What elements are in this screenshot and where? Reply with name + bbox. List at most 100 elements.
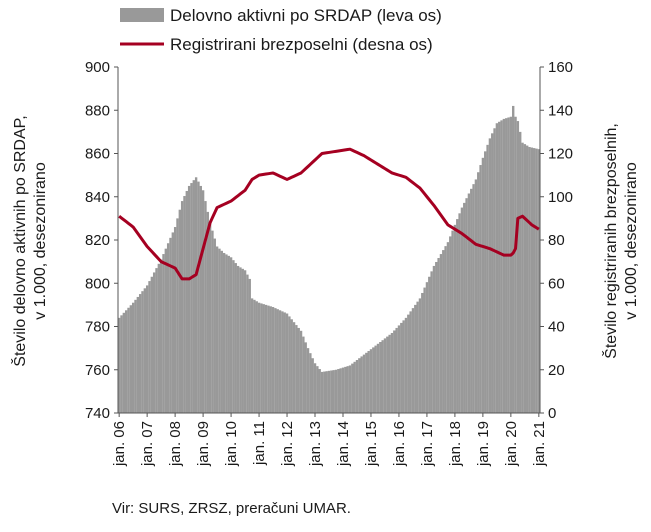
employed-bar: [381, 340, 384, 413]
employed-bar: [453, 224, 457, 413]
employed-bar: [458, 213, 461, 413]
y-tick-label-right: 140: [548, 102, 573, 119]
employed-bar: [211, 230, 214, 413]
employed-bar: [171, 232, 174, 413]
employed-bar: [435, 261, 438, 413]
employed-bar: [395, 327, 398, 413]
employed-bar: [400, 322, 403, 413]
employed-bar: [432, 265, 436, 413]
employed-bar: [281, 311, 284, 413]
employed-bar: [176, 218, 179, 414]
x-tick-label: jan. 07: [139, 421, 156, 467]
employed-bar: [351, 363, 354, 413]
employed-bar: [514, 116, 517, 414]
employed-bar: [463, 202, 466, 413]
employed-bar: [337, 369, 340, 413]
employed-bar: [274, 308, 277, 413]
employed-bar: [390, 332, 394, 413]
employed-bar: [376, 343, 380, 413]
employed-bar: [348, 365, 352, 413]
employed-bar: [316, 366, 319, 413]
employed-bar: [397, 325, 401, 413]
employed-bar: [169, 237, 172, 413]
employed-bar: [313, 363, 317, 413]
employed-bar: [465, 198, 468, 413]
employed-bar: [253, 299, 256, 413]
employed-bar: [243, 270, 247, 413]
y-tick-label-left: 760: [85, 362, 110, 379]
employed-bar: [246, 274, 249, 413]
employed-bar: [416, 301, 419, 413]
employed-bar: [292, 322, 296, 413]
employed-bar: [141, 291, 144, 413]
employed-bar: [379, 342, 382, 413]
employed-bar: [129, 305, 133, 413]
employed-bar: [288, 316, 291, 413]
employed-bar: [208, 222, 212, 413]
employed-bar: [484, 151, 487, 413]
employed-bar: [505, 118, 508, 414]
employed-bar: [320, 371, 324, 413]
employed-bar: [232, 260, 235, 413]
employed-bar: [481, 157, 485, 413]
employed-bar: [528, 147, 531, 413]
employed-bar: [134, 299, 137, 413]
employed-bar: [383, 338, 387, 413]
x-tick-label: jan. 19: [475, 421, 492, 467]
x-tick-label: jan. 18: [447, 421, 464, 467]
employed-bar: [430, 271, 433, 413]
employed-bar: [341, 367, 345, 413]
employed-bar: [449, 236, 452, 413]
employed-bar: [374, 345, 377, 413]
legend-swatch-employed: [120, 8, 164, 22]
employed-bar: [201, 190, 205, 413]
employed-bar: [498, 121, 501, 413]
employed-bar: [439, 254, 443, 413]
employed-bar: [218, 248, 221, 413]
x-tick-label: jan. 16: [391, 421, 408, 467]
employed-bar: [372, 347, 375, 413]
employed-bar: [537, 149, 541, 413]
employed-bar: [236, 265, 240, 413]
x-tick-label: jan. 12: [279, 421, 296, 467]
employed-bar: [325, 371, 328, 413]
y-axis-right-title-line2: v 1.000, desezonirano: [623, 162, 640, 320]
employed-bar: [500, 120, 503, 413]
employed-bar: [311, 358, 314, 413]
employed-bar: [180, 201, 184, 413]
employed-bar: [124, 310, 128, 413]
y-tick-label-left: 740: [85, 405, 110, 422]
employed-bar: [365, 352, 368, 413]
employed-bar: [269, 306, 272, 413]
employed-bar: [283, 312, 286, 413]
employed-bar: [334, 369, 338, 413]
employed-bar: [414, 304, 417, 414]
y-axis-left-title-line2: v 1.000, desezonirano: [32, 162, 49, 320]
employed-bar: [346, 366, 349, 413]
unemployed-line-layer: [118, 147, 540, 281]
employed-bar: [143, 288, 147, 413]
y-tick-label-left: 800: [85, 275, 110, 292]
employed-bar: [428, 276, 431, 413]
employed-bar: [451, 230, 454, 413]
y-tick-label-right: 100: [548, 189, 573, 206]
employed-bar: [519, 131, 522, 414]
employed-bar: [204, 201, 207, 413]
y-tick-label-left: 860: [85, 146, 110, 163]
employed-bar: [155, 268, 158, 413]
employed-bar: [234, 263, 237, 413]
employed-bar: [339, 368, 342, 413]
x-tick-label: jan. 08: [167, 421, 184, 467]
employed-bar: [495, 123, 499, 413]
employed-bar: [409, 311, 412, 413]
employed-bar: [127, 307, 130, 413]
employed-bar: [477, 172, 480, 413]
employed-bar: [187, 185, 191, 413]
employed-bar: [166, 243, 170, 413]
unemployed-line: [118, 147, 540, 281]
y-tick-label-left: 780: [85, 319, 110, 336]
employed-bar: [199, 185, 202, 413]
employed-bar: [197, 181, 200, 413]
employed-bar: [493, 128, 496, 413]
